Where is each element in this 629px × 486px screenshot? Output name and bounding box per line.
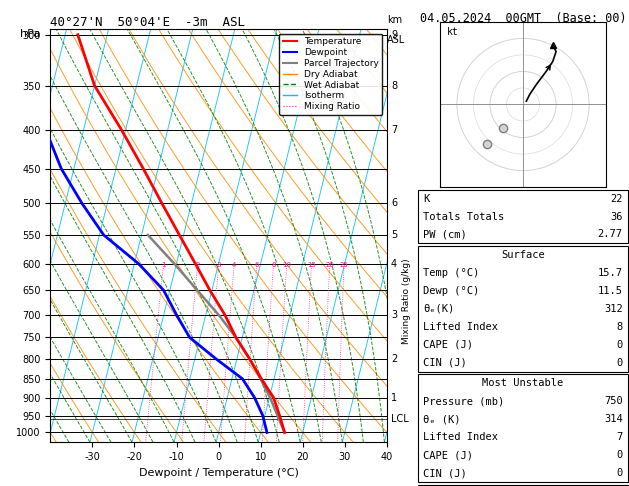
Text: 0: 0 — [616, 340, 623, 350]
Text: 2.77: 2.77 — [598, 229, 623, 240]
Text: 3: 3 — [391, 310, 397, 320]
Text: K: K — [423, 193, 430, 204]
Text: LCL: LCL — [391, 414, 409, 424]
Text: 2: 2 — [391, 354, 398, 364]
Text: CIN (J): CIN (J) — [423, 358, 467, 368]
Text: Lifted Index: Lifted Index — [423, 322, 498, 332]
Text: Totals Totals: Totals Totals — [423, 211, 504, 222]
Text: 0: 0 — [616, 450, 623, 460]
Text: 9: 9 — [391, 30, 397, 40]
Text: © weatheronline.co.uk: © weatheronline.co.uk — [461, 470, 585, 480]
Text: 04.05.2024  00GMT  (Base: 00): 04.05.2024 00GMT (Base: 00) — [420, 12, 626, 25]
Text: Lifted Index: Lifted Index — [423, 432, 498, 442]
Text: 2: 2 — [196, 262, 200, 268]
Text: 15.7: 15.7 — [598, 268, 623, 278]
Text: 15: 15 — [307, 262, 316, 268]
Text: Dewp (°C): Dewp (°C) — [423, 286, 479, 296]
Text: 1: 1 — [162, 262, 166, 268]
X-axis label: Dewpoint / Temperature (°C): Dewpoint / Temperature (°C) — [138, 468, 299, 478]
Text: 0: 0 — [616, 468, 623, 478]
Text: CIN (J): CIN (J) — [423, 468, 467, 478]
Text: 20: 20 — [325, 262, 334, 268]
Text: 10: 10 — [282, 262, 291, 268]
Text: ASL: ASL — [387, 35, 406, 45]
Text: 750: 750 — [604, 396, 623, 406]
Text: Surface: Surface — [501, 250, 545, 260]
Text: 36: 36 — [610, 211, 623, 222]
Text: 11.5: 11.5 — [598, 286, 623, 296]
Text: 314: 314 — [604, 414, 623, 424]
Text: 8: 8 — [616, 322, 623, 332]
Text: Mixing Ratio (g/kg): Mixing Ratio (g/kg) — [403, 259, 411, 344]
Text: 6: 6 — [255, 262, 259, 268]
Text: 7: 7 — [391, 125, 398, 135]
Text: hPa: hPa — [20, 29, 40, 39]
Text: 6: 6 — [391, 198, 397, 208]
Text: kt: kt — [447, 27, 459, 37]
Text: 4: 4 — [232, 262, 237, 268]
Text: θₑ(K): θₑ(K) — [423, 304, 455, 314]
Text: 1: 1 — [391, 393, 397, 403]
Text: 8: 8 — [391, 81, 397, 91]
Text: 4: 4 — [391, 259, 397, 269]
Text: Temp (°C): Temp (°C) — [423, 268, 479, 278]
Text: 40°27'N  50°04'E  -3m  ASL: 40°27'N 50°04'E -3m ASL — [50, 16, 245, 29]
Text: 0: 0 — [616, 358, 623, 368]
Text: 3: 3 — [216, 262, 221, 268]
Text: 25: 25 — [340, 262, 348, 268]
Text: 7: 7 — [616, 432, 623, 442]
Text: θₑ (K): θₑ (K) — [423, 414, 461, 424]
Text: CAPE (J): CAPE (J) — [423, 450, 473, 460]
Text: 312: 312 — [604, 304, 623, 314]
Text: 8: 8 — [271, 262, 276, 268]
Text: Most Unstable: Most Unstable — [482, 378, 564, 388]
Text: 5: 5 — [391, 230, 398, 240]
Legend: Temperature, Dewpoint, Parcel Trajectory, Dry Adiabat, Wet Adiabat, Isotherm, Mi: Temperature, Dewpoint, Parcel Trajectory… — [279, 34, 382, 115]
Text: CAPE (J): CAPE (J) — [423, 340, 473, 350]
Text: km: km — [387, 15, 403, 25]
Text: PW (cm): PW (cm) — [423, 229, 467, 240]
Text: 22: 22 — [610, 193, 623, 204]
Text: Pressure (mb): Pressure (mb) — [423, 396, 504, 406]
